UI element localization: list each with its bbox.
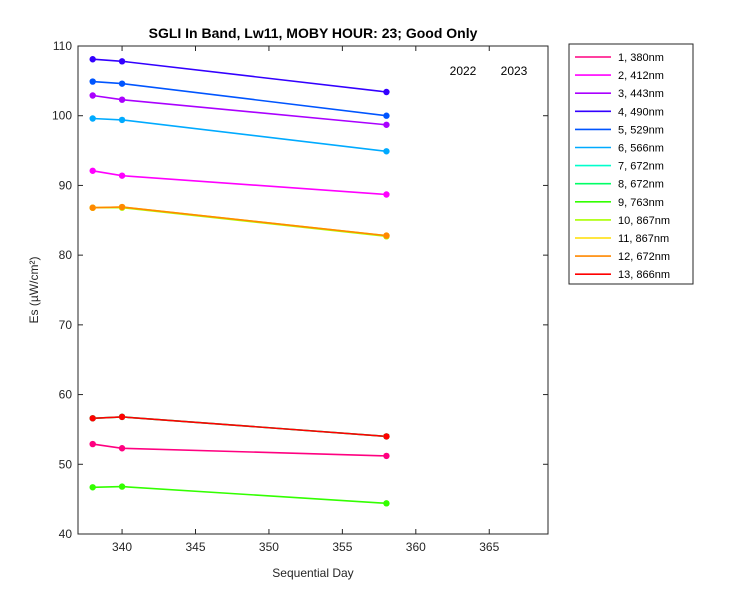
y-tick-label-60: 60 xyxy=(59,388,73,402)
data-point-2-338 xyxy=(89,167,96,174)
year-label-2023: 2023 xyxy=(501,64,528,78)
axes-frame xyxy=(77,45,549,535)
data-point-13-338 xyxy=(89,415,96,422)
data-point-3-338 xyxy=(89,92,96,99)
legend-label-10: 10, 867nm xyxy=(618,215,670,227)
plot-area xyxy=(77,45,549,535)
x-tick-label-360: 360 xyxy=(406,540,426,554)
y-tick-label-100: 100 xyxy=(52,109,72,123)
legend-box xyxy=(568,43,694,285)
legend-label-3: 3, 443nm xyxy=(618,88,664,100)
x-tick-label-350: 350 xyxy=(259,540,279,554)
data-point-6-358 xyxy=(383,148,390,155)
data-point-2-340 xyxy=(118,172,126,179)
legend-label-7: 7, 672nm xyxy=(618,161,664,173)
data-point-6-340 xyxy=(118,116,126,124)
x-tick-label-345: 345 xyxy=(185,540,205,554)
legend-label-1: 1, 380nm xyxy=(618,52,664,64)
x-tick-label-340: 340 xyxy=(112,540,132,554)
chart-title: SGLI In Band, Lw11, MOBY HOUR: 23; Good … xyxy=(149,25,478,41)
series-points xyxy=(89,56,390,507)
data-point-1-338 xyxy=(89,440,96,448)
data-point-5-338 xyxy=(89,78,96,85)
legend-label-6: 6, 566nm xyxy=(618,143,664,155)
x-tick-label-365: 365 xyxy=(479,540,499,554)
data-point-5-358 xyxy=(383,112,390,119)
data-point-12-358 xyxy=(383,232,390,239)
data-point-13-340 xyxy=(118,413,126,421)
data-point-1-340 xyxy=(118,445,126,452)
legend: 1, 380nm 2, 412nm 3, 443nm 4, 490nm 5, 529nm… xyxy=(568,43,694,285)
data-point-4-340 xyxy=(118,58,126,65)
y-tick-label-40: 40 xyxy=(59,527,73,541)
legend-label-13: 13, 866nm xyxy=(618,269,670,281)
data-point-4-358 xyxy=(383,88,390,96)
legend-label-8: 8, 672nm xyxy=(618,179,664,191)
x-axis-label: Sequential Day xyxy=(272,566,353,580)
y-axis-label: Es (µW/cm²) xyxy=(27,257,41,324)
data-point-9-340 xyxy=(118,483,126,490)
data-point-13-358 xyxy=(383,433,390,440)
data-point-3-358 xyxy=(383,121,390,128)
data-point-9-338 xyxy=(89,484,96,491)
legend-label-5: 5, 529nm xyxy=(618,124,664,136)
year-label-2022: 2022 xyxy=(450,64,477,78)
data-point-1-358 xyxy=(383,452,390,460)
legend-label-11: 11, 867nm xyxy=(618,233,669,245)
x-tick-label-355: 355 xyxy=(332,540,352,554)
legend-label-9: 9, 763nm xyxy=(618,197,664,209)
data-point-12-340 xyxy=(118,203,126,211)
legend-label-4: 4, 490nm xyxy=(618,106,664,118)
data-point-5-340 xyxy=(118,80,126,87)
y-tick-label-80: 80 xyxy=(59,248,73,262)
data-point-2-358 xyxy=(383,191,390,198)
y-tick-label-50: 50 xyxy=(59,457,73,471)
data-point-4-338 xyxy=(89,56,96,63)
x-axis-ticks: 340 345 350 355 360 365 xyxy=(112,46,500,554)
data-point-3-340 xyxy=(118,96,126,103)
y-tick-label-70: 70 xyxy=(59,318,73,332)
legend-label-2: 2, 412nm xyxy=(618,70,664,82)
legend-label-12: 12, 672nm xyxy=(618,251,670,263)
data-point-9-358 xyxy=(383,500,390,507)
data-point-6-338 xyxy=(89,115,96,122)
y-tick-label-90: 90 xyxy=(59,178,73,192)
data-point-12-338 xyxy=(89,204,96,211)
y-tick-label-110: 110 xyxy=(53,39,72,53)
y-axis-ticks: 40 50 60 70 80 90 100 110 xyxy=(52,39,548,541)
